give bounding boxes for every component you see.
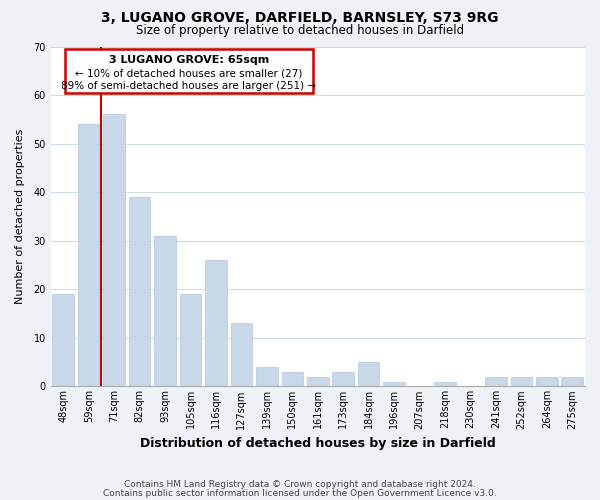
Bar — [383, 382, 405, 386]
Bar — [485, 376, 507, 386]
Text: Contains public sector information licensed under the Open Government Licence v3: Contains public sector information licen… — [103, 488, 497, 498]
Bar — [52, 294, 74, 386]
X-axis label: Distribution of detached houses by size in Darfield: Distribution of detached houses by size … — [140, 437, 496, 450]
Bar — [256, 367, 278, 386]
Bar — [180, 294, 202, 386]
Bar — [154, 236, 176, 386]
Bar — [307, 376, 329, 386]
Bar — [230, 324, 252, 386]
Bar — [358, 362, 379, 386]
Text: ← 10% of detached houses are smaller (27): ← 10% of detached houses are smaller (27… — [75, 68, 302, 78]
Bar — [562, 376, 583, 386]
Text: 89% of semi-detached houses are larger (251) →: 89% of semi-detached houses are larger (… — [61, 82, 316, 92]
Text: 3 LUGANO GROVE: 65sqm: 3 LUGANO GROVE: 65sqm — [109, 55, 269, 65]
Bar — [434, 382, 456, 386]
Text: Contains HM Land Registry data © Crown copyright and database right 2024.: Contains HM Land Registry data © Crown c… — [124, 480, 476, 489]
Y-axis label: Number of detached properties: Number of detached properties — [15, 129, 25, 304]
Bar — [78, 124, 100, 386]
Bar — [511, 376, 532, 386]
FancyBboxPatch shape — [65, 49, 313, 92]
Bar — [332, 372, 354, 386]
Bar — [103, 114, 125, 386]
Bar — [129, 197, 151, 386]
Bar — [281, 372, 303, 386]
Text: Size of property relative to detached houses in Darfield: Size of property relative to detached ho… — [136, 24, 464, 37]
Bar — [205, 260, 227, 386]
Bar — [536, 376, 557, 386]
Text: 3, LUGANO GROVE, DARFIELD, BARNSLEY, S73 9RG: 3, LUGANO GROVE, DARFIELD, BARNSLEY, S73… — [101, 11, 499, 25]
